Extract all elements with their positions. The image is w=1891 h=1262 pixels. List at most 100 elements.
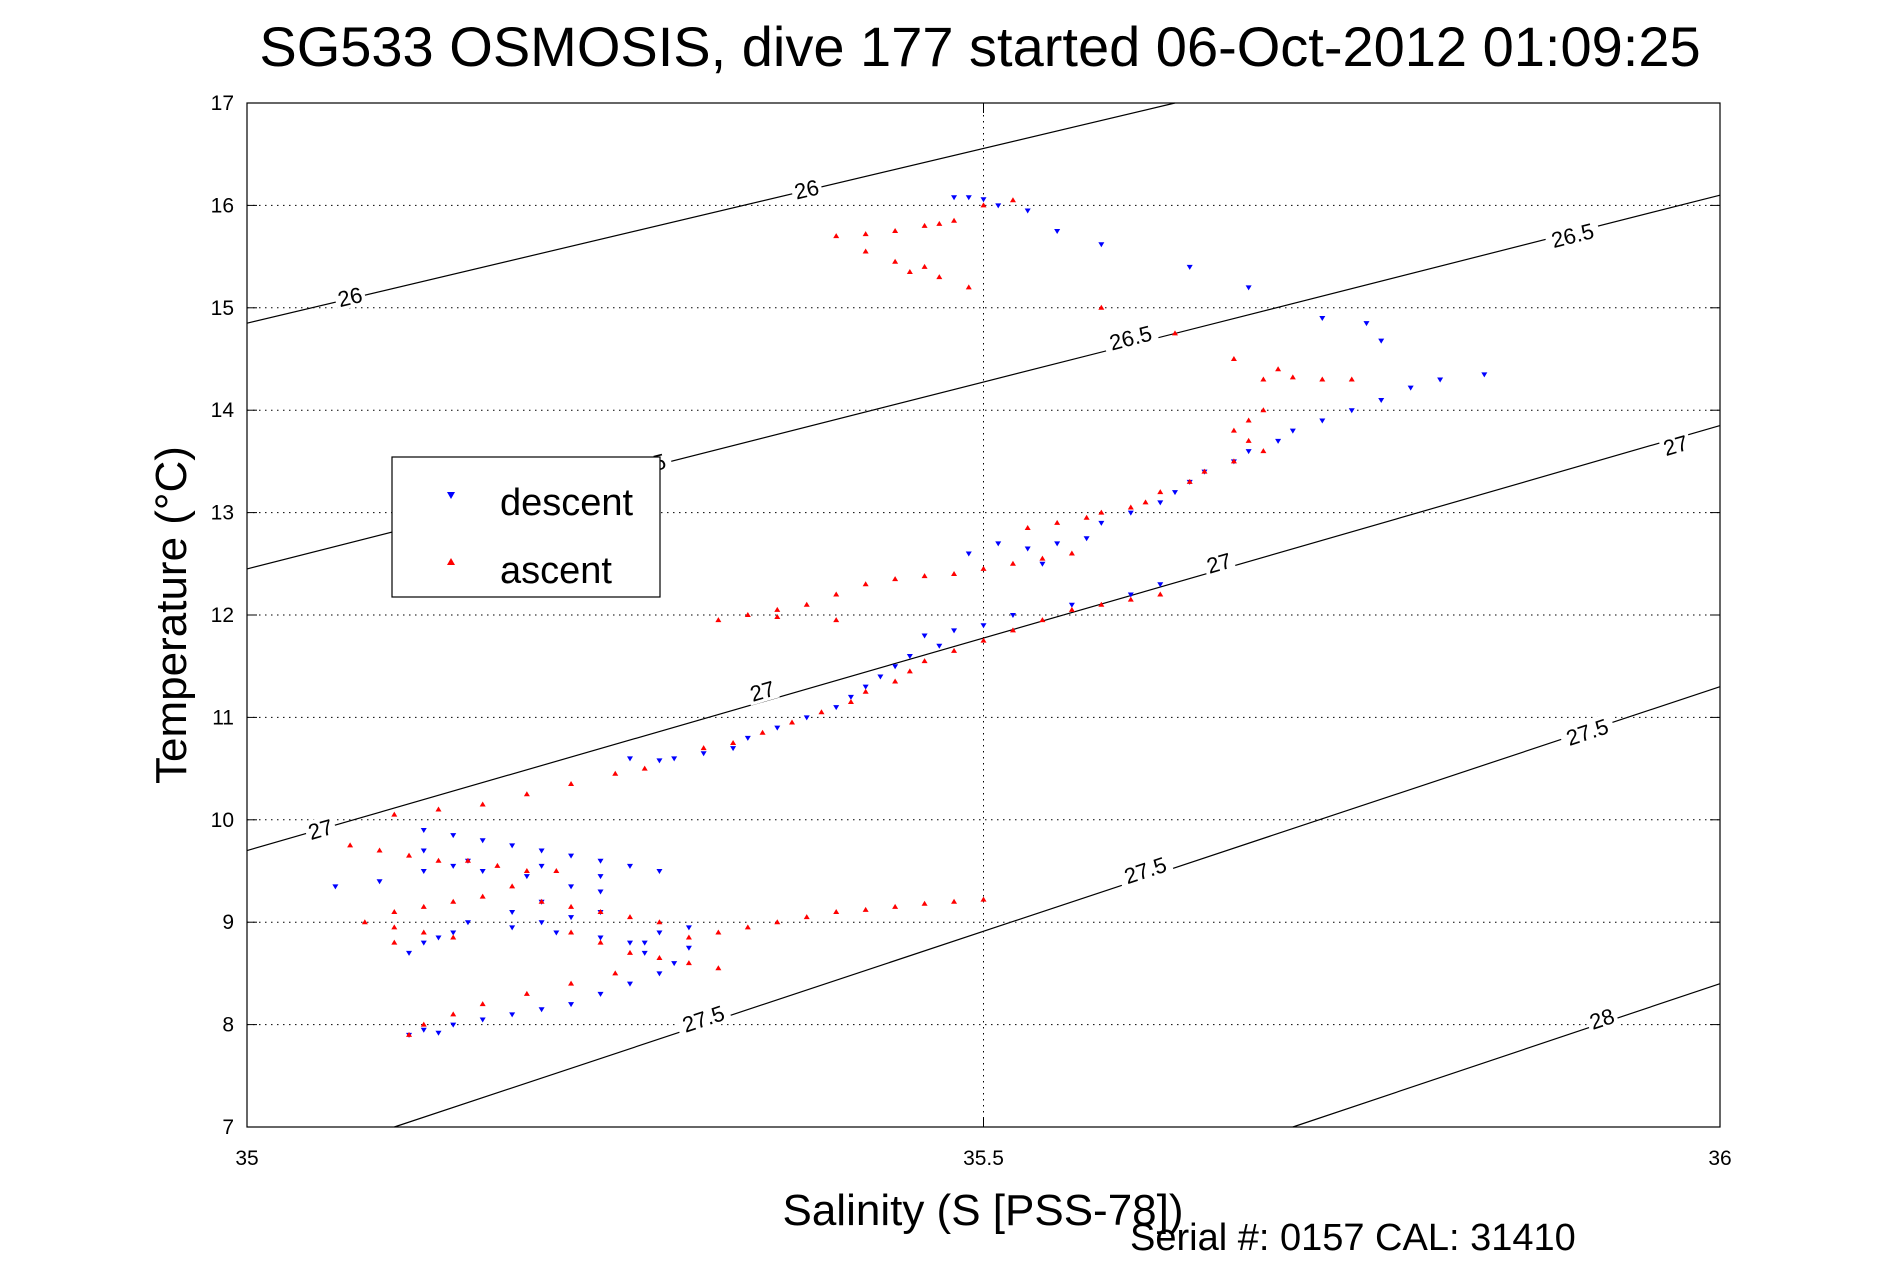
ascent-point [1068, 550, 1075, 556]
ascent-point [435, 806, 442, 812]
descent-point [479, 869, 486, 874]
ascent-point [1009, 197, 1016, 203]
ascent-point [892, 258, 899, 264]
grid [247, 103, 1720, 1127]
ascent-point [568, 903, 575, 909]
ascent-point [523, 990, 530, 996]
descent-point [1068, 602, 1075, 608]
descent-point [626, 940, 633, 946]
ascent-point [1098, 509, 1105, 515]
ascent-point [1230, 427, 1237, 433]
ascent-point [597, 939, 604, 945]
ascent-point [391, 811, 398, 817]
ascent-point [568, 780, 575, 786]
ascent-point [1009, 627, 1016, 633]
ascent-point [1275, 366, 1282, 372]
descent-point [1054, 541, 1061, 547]
sigma-contour-line [246, 102, 1176, 324]
ascent-point [656, 919, 663, 925]
ascent-point [980, 202, 987, 208]
descent-point [420, 848, 427, 854]
descent-point [597, 935, 604, 941]
descent-point [1275, 438, 1282, 444]
data-points [332, 195, 1488, 1038]
ascent-point [1039, 555, 1046, 561]
ascent-point [612, 770, 619, 776]
descent-point [509, 925, 516, 931]
descent-point [1348, 408, 1355, 414]
ascent-point [1009, 560, 1016, 566]
descent-point [1127, 592, 1134, 598]
ascent-point [789, 719, 796, 725]
descent-point [833, 705, 840, 711]
descent-point [435, 935, 442, 941]
ascent-point [774, 614, 781, 620]
descent-point [1157, 500, 1164, 506]
ascent-point [862, 248, 869, 254]
ascent-point [862, 231, 869, 237]
sigma-contour-line [394, 686, 1721, 1128]
ascent-point [1186, 478, 1193, 484]
ascent-point [1245, 437, 1252, 443]
legend: descent ascent [391, 456, 661, 598]
descent-point [671, 756, 678, 762]
ascent-point [450, 934, 457, 940]
descent-point [450, 930, 457, 936]
descent-point [626, 863, 633, 869]
ascent-point [906, 268, 913, 274]
descent-point [1024, 208, 1031, 214]
descent-point [995, 203, 1002, 209]
descent-point [1098, 242, 1105, 248]
descent-point [435, 1030, 442, 1036]
ascent-point [774, 606, 781, 612]
descent-point [877, 674, 884, 680]
ascent-point [921, 263, 928, 269]
descent-point [420, 869, 427, 874]
ascent-point [980, 637, 987, 643]
descent-point [1289, 428, 1296, 434]
ascent-point [892, 678, 899, 684]
ascent-point [685, 934, 692, 940]
descent-point [892, 664, 899, 670]
ascent-point [730, 740, 737, 745]
descent-point [1039, 561, 1046, 567]
ascent-point [509, 883, 516, 889]
descent-point [332, 884, 339, 890]
descent-point [1378, 397, 1385, 403]
ascent-point [1054, 519, 1061, 525]
contour-label-mask [1658, 430, 1693, 460]
descent-point [656, 869, 663, 874]
y-tick-label: 15 [211, 297, 234, 320]
ascent-point [862, 688, 869, 694]
ascent-point [862, 581, 869, 587]
descent-point [980, 623, 987, 629]
descent-point [626, 981, 633, 987]
descent-point [553, 930, 560, 936]
ascent-point [1171, 330, 1178, 336]
y-tick-label: 13 [211, 502, 234, 525]
ascent-point [833, 233, 840, 239]
y-tick-label: 8 [222, 1014, 234, 1037]
sigma-contour-line [1292, 983, 1721, 1128]
descent-point [1127, 510, 1134, 516]
ascent-point [420, 903, 427, 909]
ascent-point [406, 1031, 413, 1037]
ascent-point [612, 970, 619, 976]
descent-point [568, 1002, 575, 1008]
serial-cal-footer: Serial #: 0157 CAL: 31410 [1130, 1217, 1576, 1259]
contour-label: 26 [335, 282, 365, 312]
ascent-point [1157, 489, 1164, 495]
descent-point [1363, 321, 1370, 327]
descent-point [641, 940, 648, 946]
legend-ascent-label: ascent [500, 550, 612, 592]
descent-point [980, 197, 987, 203]
ascent-point [744, 612, 751, 617]
contour-label-mask [1584, 1003, 1620, 1034]
ascent-point [980, 896, 987, 902]
ascent-point [479, 893, 486, 899]
ascent-point [862, 906, 869, 912]
descent-point [671, 961, 678, 967]
descent-point [1083, 536, 1090, 542]
ascent-point [1260, 376, 1267, 382]
ascent-point [892, 903, 899, 909]
